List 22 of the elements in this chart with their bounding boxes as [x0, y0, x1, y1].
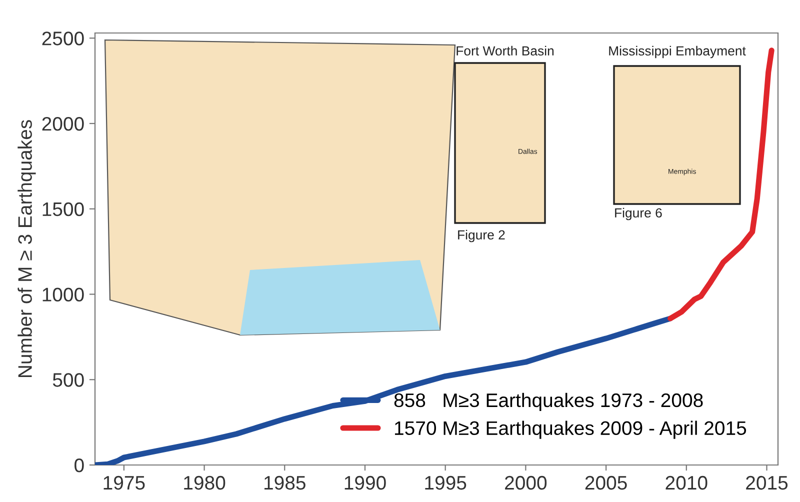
y-tick-label: 1500: [42, 202, 84, 216]
legend-label: 1570 M≥3 Earthquakes 2009 - April 2015: [395, 420, 746, 439]
y-tick-label: 500: [52, 373, 84, 387]
x-tick-label: 2015: [746, 476, 788, 490]
y-tick-label: 2000: [42, 116, 84, 131]
x-tick-label: 1990: [344, 476, 386, 490]
x-tick-label: 1995: [425, 476, 466, 490]
x-tick-label: 1975: [104, 476, 145, 490]
y-tick-label: 0: [74, 458, 84, 472]
x-tick-label: 2010: [666, 476, 708, 490]
annotation: Fort Worth Basin: [456, 46, 554, 56]
x-tick-label: 2005: [585, 476, 627, 490]
annotation: Mississippi Embayment: [609, 46, 746, 58]
y-axis-title: Number of M ≥ 3 Earthquakes: [18, 120, 36, 378]
legend-label: 858 M≥3 Earthquakes 1973 - 2008: [394, 392, 703, 412]
annotation: Figure 2: [458, 230, 505, 242]
annotation: Figure 6: [615, 208, 662, 220]
y-tick-label: 2500: [42, 32, 84, 46]
x-tick-label: 1980: [184, 476, 226, 490]
x-tick-label: 1985: [264, 476, 306, 490]
x-tick-label: 2000: [505, 476, 547, 490]
y-tick-label: 1000: [42, 288, 84, 302]
